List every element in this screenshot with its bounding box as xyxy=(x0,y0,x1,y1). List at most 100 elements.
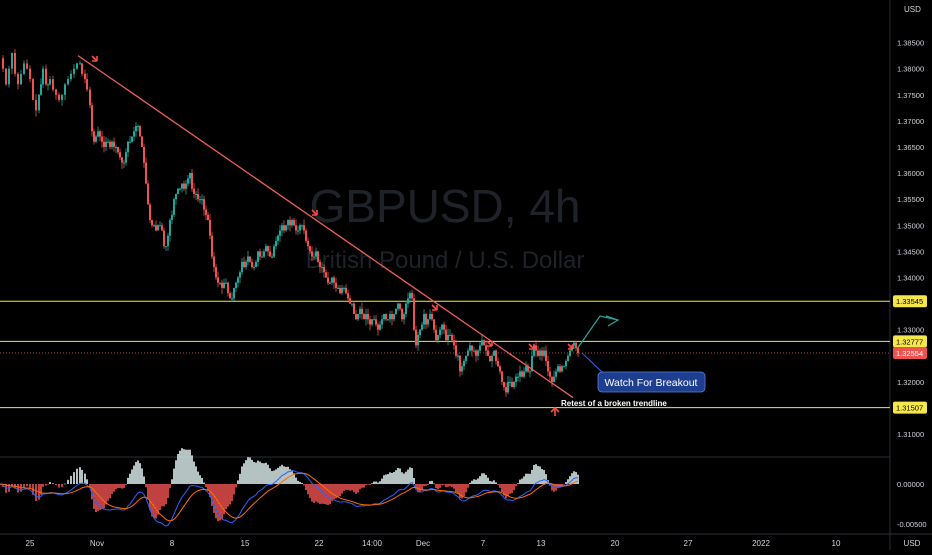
candle-body xyxy=(323,267,325,273)
candle-body xyxy=(205,209,207,215)
candle-body xyxy=(135,126,137,132)
candle-body xyxy=(457,355,459,357)
macd-histogram-bar xyxy=(299,481,301,484)
macd-histogram-bar xyxy=(42,484,44,487)
time-tick-label: 13 xyxy=(537,539,546,548)
macd-histogram-bar xyxy=(341,484,343,494)
macd-histogram-bar xyxy=(121,484,123,489)
macd-histogram-bar xyxy=(52,483,54,484)
macd-histogram-bar xyxy=(577,474,579,484)
macd-histogram-bar xyxy=(437,484,439,490)
candle-body xyxy=(451,334,453,341)
candle-body xyxy=(403,314,405,320)
trendline[interactable] xyxy=(77,55,574,399)
macd-histogram-bar xyxy=(145,484,147,488)
watermark-description: British Pound / U.S. Dollar xyxy=(306,247,585,274)
candle-body xyxy=(475,350,477,356)
horizontal-levels[interactable] xyxy=(0,300,890,409)
macd-histogram-bar xyxy=(61,484,63,488)
macd-histogram-bar xyxy=(97,484,99,511)
macd-histogram-bar xyxy=(119,484,121,489)
macd-histogram-bar xyxy=(275,469,277,484)
candle-body xyxy=(11,52,13,69)
macd-histogram-bar xyxy=(377,482,379,484)
macd-histogram-bar xyxy=(167,484,169,499)
macd-histogram-bar xyxy=(431,480,433,484)
candle-body xyxy=(363,314,365,320)
macd-histogram-bar xyxy=(84,473,86,484)
candle-body xyxy=(383,314,385,320)
candlesticks xyxy=(2,49,579,397)
macd-histogram-bar xyxy=(535,464,537,484)
candle-body xyxy=(277,235,279,241)
trendline-layer[interactable] xyxy=(77,55,574,399)
macd-histogram-bar xyxy=(231,484,233,502)
macd-histogram-bar xyxy=(361,484,363,488)
macd-histogram-bar xyxy=(325,484,327,505)
candle-body xyxy=(199,199,201,201)
candle-body xyxy=(443,324,445,330)
callout[interactable]: Watch For Breakout xyxy=(581,352,706,393)
price-tick-label: 1.33000 xyxy=(897,326,924,335)
price-tick-label: 1.32000 xyxy=(897,378,924,387)
candle-body xyxy=(193,188,195,194)
callout-box[interactable] xyxy=(597,371,706,393)
macd-histogram-bar xyxy=(73,472,75,484)
macd-histogram-bar xyxy=(269,468,271,484)
macd-histogram-bar xyxy=(317,484,319,503)
macd-histogram-bar xyxy=(379,481,381,484)
macd-histogram-bar xyxy=(109,484,111,499)
macd-histogram-bar xyxy=(511,484,513,493)
macd-histogram-bar xyxy=(529,473,531,484)
macd-histogram-bar xyxy=(371,483,373,484)
candle-body xyxy=(387,319,389,321)
candle-body xyxy=(279,230,281,236)
macd-histogram-bar xyxy=(181,448,183,484)
breakout-arrow xyxy=(576,315,620,350)
macd-histogram-bar xyxy=(225,484,227,509)
macd-histogram-bar xyxy=(23,484,25,488)
candle-body xyxy=(175,193,177,200)
price-tick-label: 1.34500 xyxy=(897,247,924,256)
candle-body xyxy=(20,73,22,85)
candle-body xyxy=(32,79,34,100)
macd-histogram-bar xyxy=(525,473,527,484)
macd-histogram-bar xyxy=(141,468,143,484)
macd-histogram-bar xyxy=(447,484,449,487)
macd-histogram-bar xyxy=(349,484,351,491)
macd-histogram-bar xyxy=(357,484,359,493)
candle-body xyxy=(35,99,37,111)
macd-histogram-bar xyxy=(135,462,137,484)
macd-histogram-bar xyxy=(521,478,523,484)
candle-body xyxy=(70,73,72,80)
price-axis[interactable]: 1.38500 1.38000 1.37500 1.37000 1.36500 1.360… xyxy=(893,39,927,529)
candle-body xyxy=(38,94,40,111)
candle-body xyxy=(29,68,31,80)
candle-body xyxy=(223,282,225,288)
candle-body xyxy=(381,319,383,325)
candle-body xyxy=(375,319,377,325)
macd-histogram-bar xyxy=(495,482,497,484)
candle-body xyxy=(345,287,347,294)
candle-body xyxy=(437,334,439,341)
macd-histogram-bar xyxy=(315,484,317,502)
macd-histogram-bar xyxy=(279,466,281,484)
time-tick-label: 2022 xyxy=(752,539,770,548)
candle-body xyxy=(507,381,509,393)
time-axis[interactable]: 25 Nov 8 15 22 14:00 Dec 7 13 20 27 2022 10 USD xyxy=(26,539,921,548)
candle-body xyxy=(201,199,203,201)
macd-histogram-bar xyxy=(469,482,471,484)
candle-body xyxy=(523,371,525,377)
currency-tag[interactable]: USD xyxy=(904,5,921,14)
candle-body xyxy=(5,68,7,85)
macd-histogram-bar xyxy=(397,467,399,484)
macd-histogram-bar xyxy=(477,478,479,484)
macd-histogram-bar xyxy=(337,484,339,497)
macd-histogram-bar xyxy=(539,466,541,484)
candle-body xyxy=(563,366,565,368)
candle-body xyxy=(509,381,511,383)
macd-histogram-bar xyxy=(169,484,171,489)
retest-label: Retest of a broken trendline xyxy=(561,399,667,408)
